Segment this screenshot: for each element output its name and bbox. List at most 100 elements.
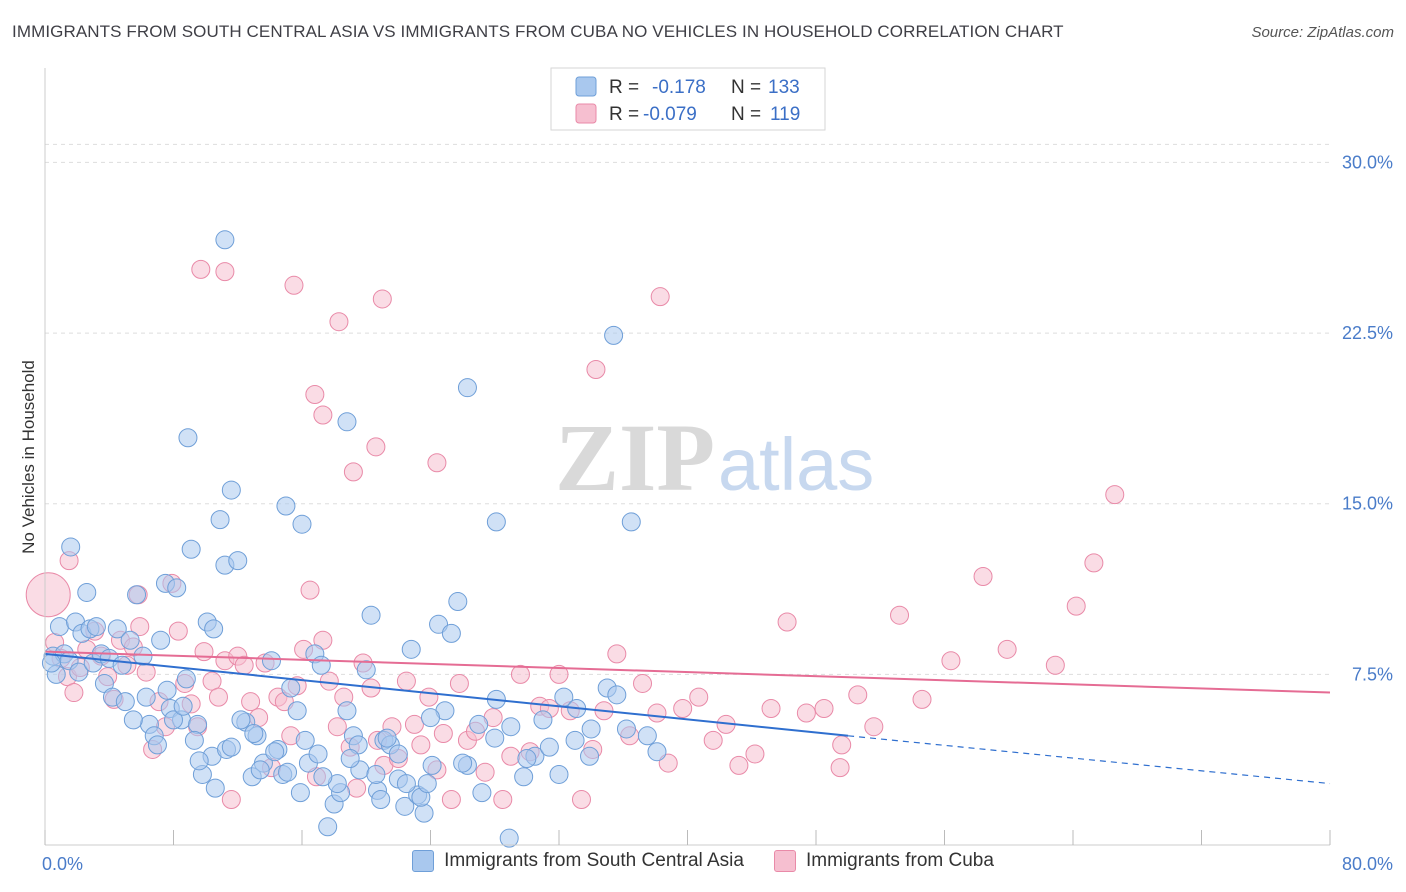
data-point-asia: [580, 746, 600, 766]
data-point-cuba: [396, 671, 416, 691]
data-point-cuba: [366, 437, 386, 457]
data-point-asia: [173, 696, 193, 716]
data-point-cuba: [890, 605, 910, 625]
trend-line-cuba: [44, 650, 1331, 694]
data-point-asia: [189, 751, 209, 771]
data-point-cuba: [319, 671, 339, 691]
data-point-cuba: [796, 703, 816, 723]
data-point-cuba: [510, 664, 530, 684]
data-point-cuba: [313, 405, 333, 425]
data-point-asia: [147, 735, 167, 755]
data-point-asia: [361, 605, 381, 625]
trend-line-asia-extension: [848, 735, 1331, 785]
data-point-cuba: [549, 664, 569, 684]
data-point-cuba: [25, 572, 71, 618]
data-point-cuba: [1084, 553, 1104, 573]
data-point-cuba: [501, 746, 521, 766]
watermark-zip: ZIP: [555, 404, 715, 511]
data-point-cuba: [814, 698, 834, 718]
data-point-cuba: [347, 778, 367, 798]
data-point-asia: [621, 512, 641, 532]
data-point-asia: [499, 828, 519, 848]
data-point-asia: [86, 617, 106, 637]
bottom-legend-swatch-blue: [412, 850, 435, 872]
data-point-asia: [127, 585, 147, 605]
legend-swatch-pink: [575, 103, 597, 124]
data-point-cuba: [745, 744, 765, 764]
data-point-asia: [292, 514, 312, 534]
data-point-cuba: [168, 621, 188, 641]
data-point-asia: [337, 412, 357, 432]
data-point-asia: [157, 680, 177, 700]
data-point-cuba: [449, 673, 469, 693]
legend-frame: [550, 67, 826, 131]
data-point-asia: [517, 749, 537, 769]
bottom-legend-item-asia: Immigrants from South Central Asia: [412, 850, 744, 872]
data-point-cuba: [419, 687, 439, 707]
data-point-asia: [151, 630, 171, 650]
y-axis-label: No Vehicles in Household: [19, 360, 38, 554]
data-point-asia: [514, 767, 534, 787]
data-point-cuba: [1045, 655, 1065, 675]
y-tick-label: 30.0%: [1342, 152, 1393, 172]
data-point-asia: [278, 762, 298, 782]
data-point-asia: [401, 639, 421, 659]
data-point-cuba: [64, 683, 84, 703]
data-point-asia: [133, 646, 153, 666]
trend-layer: [44, 650, 1331, 785]
chart-title: IMMIGRANTS FROM SOUTH CENTRAL ASIA VS IM…: [12, 22, 1064, 41]
data-point-asia: [377, 728, 397, 748]
data-point-cuba: [372, 289, 392, 309]
data-point-cuba: [633, 673, 653, 693]
data-point-asia: [261, 651, 281, 671]
data-point-asia: [167, 578, 187, 598]
data-point-cuba: [433, 724, 453, 744]
data-point-cuba: [327, 717, 347, 737]
data-point-cuba: [427, 453, 447, 473]
legend-n-label-2: N =: [731, 104, 761, 125]
data-point-asia: [337, 701, 357, 721]
legend-r-value-2: -0.079: [643, 104, 697, 125]
bottom-legend-item-cuba: Immigrants from Cuba: [773, 850, 994, 872]
x-tick-label: 80.0%: [1342, 854, 1393, 874]
data-point-asia: [123, 710, 143, 730]
data-point-cuba: [1066, 596, 1086, 616]
data-point-asia: [205, 778, 225, 798]
bottom-legend-label-asia: Immigrants from South Central Asia: [444, 850, 744, 871]
data-point-asia: [290, 783, 310, 803]
data-point-asia: [429, 614, 449, 634]
data-point-asia: [210, 510, 230, 530]
data-point-cuba: [221, 789, 241, 809]
data-point-asia: [366, 764, 386, 784]
data-point-cuba: [215, 262, 235, 282]
data-point-cuba: [202, 671, 222, 691]
data-point-asia: [486, 512, 506, 532]
data-point-asia: [69, 662, 89, 682]
data-point-cuba: [586, 359, 606, 379]
data-point-asia: [448, 592, 468, 612]
data-point-cuba: [912, 689, 932, 709]
data-point-asia: [501, 717, 521, 737]
data-point-asia: [607, 685, 627, 705]
data-point-cuba: [729, 755, 749, 775]
watermark: ZIP atlas: [555, 404, 874, 511]
data-point-asia: [581, 719, 601, 739]
data-point-cuba: [329, 312, 349, 332]
data-point-asia: [176, 669, 196, 689]
data-point-cuba: [864, 717, 884, 737]
data-point-asia: [215, 230, 235, 250]
data-point-asia: [469, 714, 489, 734]
data-point-asia: [231, 710, 251, 730]
data-point-asia: [244, 724, 264, 744]
data-point-asia: [184, 730, 204, 750]
data-point-cuba: [830, 758, 850, 778]
data-point-cuba: [1105, 485, 1125, 505]
data-point-asia: [295, 730, 315, 750]
data-point-cuba: [241, 692, 261, 712]
data-point-asia: [604, 325, 624, 345]
data-point-asia: [422, 755, 442, 775]
y-tick-label: 15.0%: [1342, 494, 1393, 514]
data-point-asia: [395, 796, 415, 816]
data-point-asia: [637, 726, 657, 746]
data-point-asia: [485, 728, 505, 748]
